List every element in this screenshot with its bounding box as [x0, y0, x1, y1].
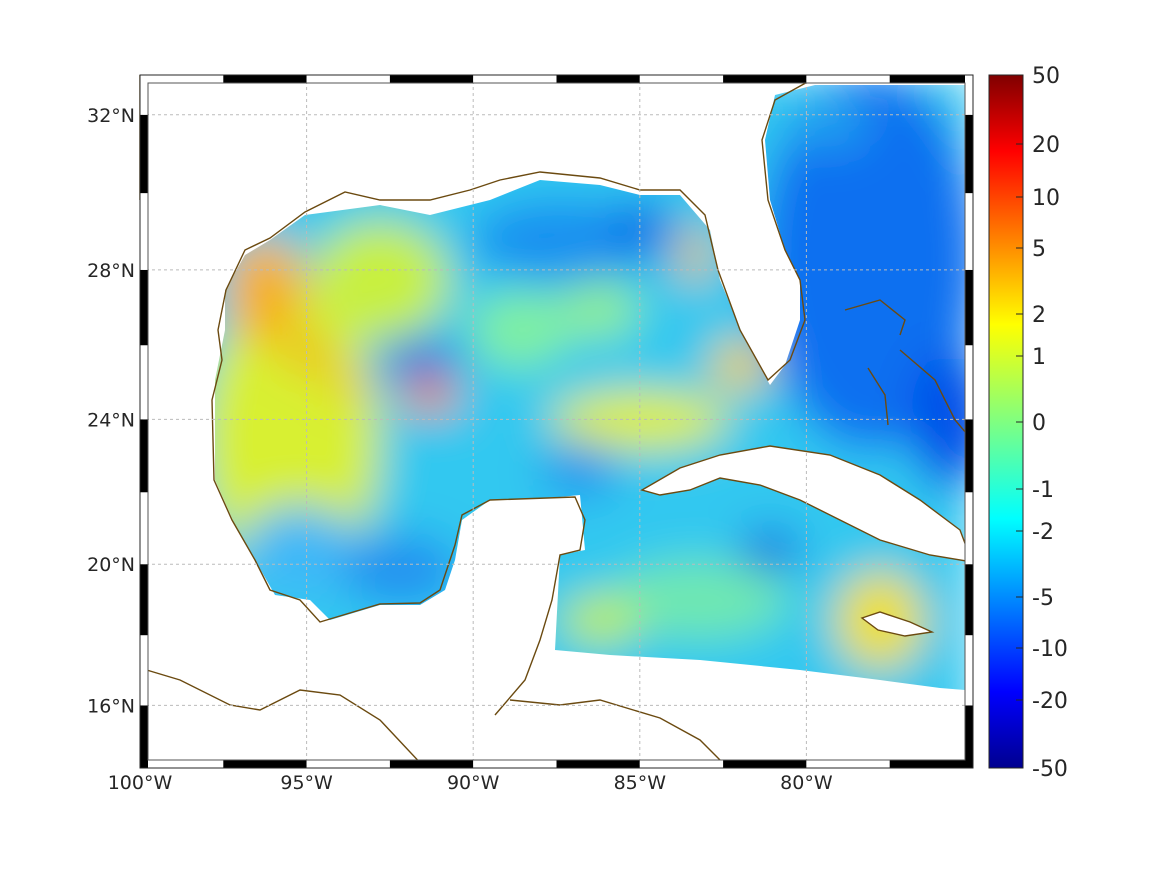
lat-tick-label: 16°N	[87, 695, 135, 717]
frame-segment	[140, 492, 148, 565]
frame-segment	[473, 75, 557, 83]
frame-segment	[556, 760, 640, 768]
colorbar-tick-label: -10	[1032, 637, 1068, 662]
frame-segment	[140, 345, 148, 420]
frame-segment	[223, 75, 307, 83]
jamaica	[860, 611, 935, 637]
frame-segment	[140, 760, 224, 768]
frame-segment	[140, 193, 148, 270]
frame-segment	[140, 75, 148, 115]
colorbar-tick-label: 2	[1032, 303, 1046, 328]
frame-segment	[306, 760, 390, 768]
frame-segment	[965, 193, 973, 270]
colorbar-tick-label: 10	[1032, 186, 1060, 211]
colorbar-tick-label: -2	[1032, 520, 1054, 545]
cuba	[640, 445, 974, 563]
lon-tick-label: 100°W	[108, 772, 173, 794]
colorbar-tick-label: 5	[1032, 237, 1046, 262]
latitude-labels: 16°N 20°N 24°N 28°N 32°N	[87, 105, 135, 718]
frame-segment	[140, 269, 148, 346]
frame-segment	[223, 760, 307, 768]
frame-segment	[965, 564, 973, 636]
frame-segment	[806, 760, 890, 768]
data-field	[215, 85, 965, 690]
frame-segment	[389, 760, 474, 768]
longitude-labels: 100°W 95°W 90°W 85°W 80°W	[108, 772, 833, 794]
frame-segment	[639, 75, 724, 83]
frame-segment	[965, 705, 973, 768]
lon-tick-label: 95°W	[280, 772, 333, 794]
lat-tick-label: 32°N	[87, 105, 135, 127]
frame-outer	[139, 74, 974, 769]
frame-segment	[639, 760, 724, 768]
bahamas	[844, 299, 973, 441]
frame-segment	[140, 114, 148, 194]
colorbar-tick-label: 0	[1032, 411, 1046, 436]
frame-segment	[556, 75, 640, 83]
frame-segment	[140, 564, 148, 636]
frame-inner	[147, 82, 966, 761]
lon-tick-label: 80°W	[780, 772, 833, 794]
frame-segment	[965, 419, 973, 493]
colorbar-tick-label: 50	[1032, 64, 1060, 89]
lat-tick-label: 28°N	[87, 260, 135, 282]
frame-segment	[965, 345, 973, 420]
map-frame	[139, 74, 974, 769]
frame-segment	[723, 75, 807, 83]
lon-tick-label: 90°W	[447, 772, 500, 794]
coast-mexico	[211, 289, 586, 716]
frame-segment	[965, 635, 973, 706]
frame-segment	[389, 75, 474, 83]
frame-segment	[140, 705, 148, 768]
colorbar-tick-label: -20	[1032, 689, 1068, 714]
coast-central-america	[139, 667, 721, 769]
colorbar-tick-label: -1	[1032, 478, 1054, 503]
frame-segment	[140, 419, 148, 493]
frame-segment	[140, 75, 224, 83]
frame-segment	[889, 75, 973, 83]
frame-segment	[965, 75, 973, 115]
colorbar-tick-label: 1	[1032, 345, 1046, 370]
frame-segment	[723, 760, 807, 768]
colorbar-tick-label: 20	[1032, 133, 1060, 158]
frame-segment	[306, 75, 390, 83]
lat-tick-label: 24°N	[87, 409, 135, 431]
frame-segment	[140, 635, 148, 706]
colorbar-tick-label: -50	[1032, 757, 1068, 782]
lat-tick-label: 20°N	[87, 554, 135, 576]
lon-tick-label: 85°W	[614, 772, 667, 794]
frame-segment	[889, 760, 973, 768]
frame-segment	[806, 75, 890, 83]
frame-segment	[473, 760, 557, 768]
colorbar-tick-label: -5	[1032, 586, 1054, 611]
frame-segment	[965, 114, 973, 194]
graticule	[139, 75, 973, 768]
frame-segment	[965, 492, 973, 565]
coastlines	[139, 74, 974, 769]
frame-segment	[965, 269, 973, 346]
